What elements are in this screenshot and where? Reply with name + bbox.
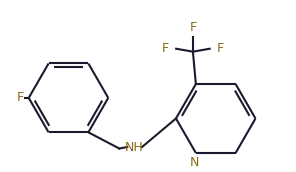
Text: F: F	[16, 91, 23, 104]
Text: NH: NH	[125, 141, 144, 154]
Text: F: F	[162, 42, 169, 55]
Text: N: N	[190, 157, 199, 169]
Text: F: F	[189, 21, 197, 34]
Text: F: F	[216, 42, 223, 55]
